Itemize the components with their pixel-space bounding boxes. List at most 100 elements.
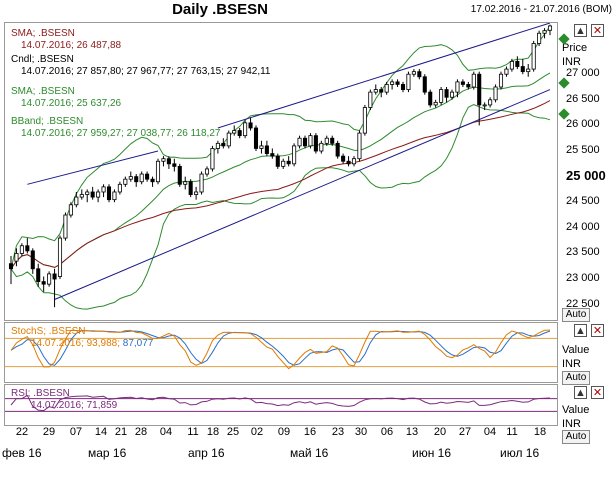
candle-body — [199, 173, 204, 193]
candle-body — [57, 237, 63, 277]
price-tick-label: 25 500 — [566, 144, 600, 157]
legend-bband-label: BBand; .BSESN — [11, 116, 84, 127]
x-tick-label: 22 — [15, 426, 29, 438]
x-month-label: май 16 — [290, 446, 329, 460]
stoch-auto-button[interactable]: Auto — [562, 371, 590, 385]
candle-body — [515, 61, 520, 67]
candle-body — [226, 132, 231, 147]
candle-body — [85, 191, 90, 195]
x-tick-label: 18 — [206, 426, 220, 438]
x-month-label: июл 16 — [500, 446, 540, 460]
x-month-label: фев 16 — [2, 446, 42, 460]
legend-stoch: StochS; .BSESN 14.07.2016; 93,988; 87,07… — [11, 326, 153, 350]
price-axis-title: Price — [562, 42, 588, 54]
candle-body — [428, 91, 433, 106]
candle-body — [41, 281, 46, 285]
collapse-up-icon[interactable]: ▲ — [574, 386, 587, 399]
candle-body — [531, 43, 536, 70]
candle-body — [493, 86, 498, 101]
candle-body — [504, 68, 509, 75]
candle-body — [36, 268, 41, 282]
candle-body — [455, 81, 460, 93]
legend-sma-long-label: SMA; .BSESN — [11, 28, 75, 39]
price-plot — [8, 23, 553, 310]
candle-body — [449, 91, 455, 98]
chart-title: Daily .BSESN — [172, 1, 268, 18]
candle-body — [8, 263, 14, 270]
candle-body — [188, 181, 193, 195]
legend-stoch-label: StochS; .BSESN — [11, 326, 86, 337]
close-icon[interactable]: ✕ — [591, 24, 604, 37]
x-tick-label: 06 — [380, 426, 394, 438]
candle-body — [313, 135, 318, 152]
candle-body — [509, 61, 514, 70]
stoch-pane[interactable]: StochS; .BSESN 14.07.2016; 93,988; 87,07… — [4, 322, 558, 383]
candle-body — [172, 163, 177, 167]
candle-body — [439, 89, 444, 103]
legend-bband: BBand; .BSESN 14.07.2016; 27 959,27; 27 … — [11, 116, 220, 140]
candle-body — [286, 160, 291, 165]
legend-sma-long: SMA; .BSESN 14.07.2016; 26 487,88 — [11, 28, 121, 52]
rsi-pane[interactable]: RSI; .BSESN 14.07.2016; 71,859 — [4, 384, 558, 426]
x-tick-label: 14 — [94, 426, 108, 438]
candle-body — [204, 168, 210, 175]
x-tick-label: 09 — [277, 426, 291, 438]
collapse-up-icon[interactable]: ▲ — [574, 24, 587, 37]
x-tick-label: 07 — [69, 426, 83, 438]
candle-body — [117, 183, 122, 193]
candle-body — [379, 89, 384, 93]
legend-candle: Cndl; .BSESN 14.07.2016; 27 857,80; 27 9… — [11, 54, 270, 78]
candle-body — [145, 173, 150, 180]
candle-body — [362, 107, 367, 134]
x-tick-label: 04 — [483, 426, 497, 438]
candle-body — [155, 160, 161, 183]
candle-body — [134, 176, 139, 183]
stoch-plot — [5, 329, 557, 370]
close-icon[interactable]: ✕ — [591, 386, 604, 399]
collapse-up-icon[interactable]: ▲ — [574, 324, 587, 337]
candle-body — [264, 145, 269, 154]
candle-body — [384, 84, 389, 93]
candle-body — [498, 73, 504, 88]
x-tick-label: 13 — [405, 426, 419, 438]
candle-body — [335, 142, 340, 157]
candle-body — [537, 32, 542, 44]
x-tick-label: 16 — [303, 426, 317, 438]
price-pane[interactable]: SMA; .BSESN 14.07.2016; 26 487,88 Cndl; … — [4, 22, 558, 321]
rsi-line — [10, 394, 551, 412]
x-month-label: мар 16 — [88, 446, 127, 460]
candle-body — [547, 25, 553, 31]
candle-body — [248, 122, 253, 129]
candle-body — [166, 158, 171, 165]
candle-body — [319, 142, 324, 152]
legend-rsi-label: RSI; .BSESN — [11, 388, 70, 399]
close-icon[interactable]: ✕ — [591, 324, 604, 337]
candle-body — [346, 160, 351, 165]
candle-body — [47, 273, 52, 285]
x-tick-label: 11 — [187, 426, 199, 438]
candle-body — [542, 30, 547, 34]
candle-body — [259, 145, 264, 149]
candle-body — [526, 68, 531, 73]
price-axis-unit: INR — [562, 56, 581, 68]
candle-body — [112, 191, 117, 201]
legend-bband-value: 14.07.2016; 27 959,27; 27 038,77; 26 118… — [21, 128, 221, 139]
legend-candle-label: Cndl; .BSESN — [11, 54, 74, 65]
candle-body — [422, 76, 427, 93]
candle-body — [488, 99, 493, 106]
x-tick-label: 27 — [458, 426, 472, 438]
trend-lower-line — [54, 89, 551, 300]
legend-stoch-value-b: 87,077 — [122, 338, 154, 349]
rsi-auto-button[interactable]: Auto — [562, 430, 590, 444]
candle-body — [19, 245, 24, 254]
candle-body — [161, 158, 166, 162]
candle-body — [128, 176, 133, 180]
stoch-axis-unit: INR — [562, 358, 581, 370]
price-auto-button[interactable]: Auto — [562, 308, 590, 322]
candle-body — [433, 101, 438, 106]
candle-body — [357, 132, 362, 160]
x-tick-label: 30 — [354, 426, 368, 438]
price-tick-label: 23 000 — [566, 272, 600, 285]
candle-body — [74, 196, 79, 206]
candle-body — [243, 122, 248, 137]
